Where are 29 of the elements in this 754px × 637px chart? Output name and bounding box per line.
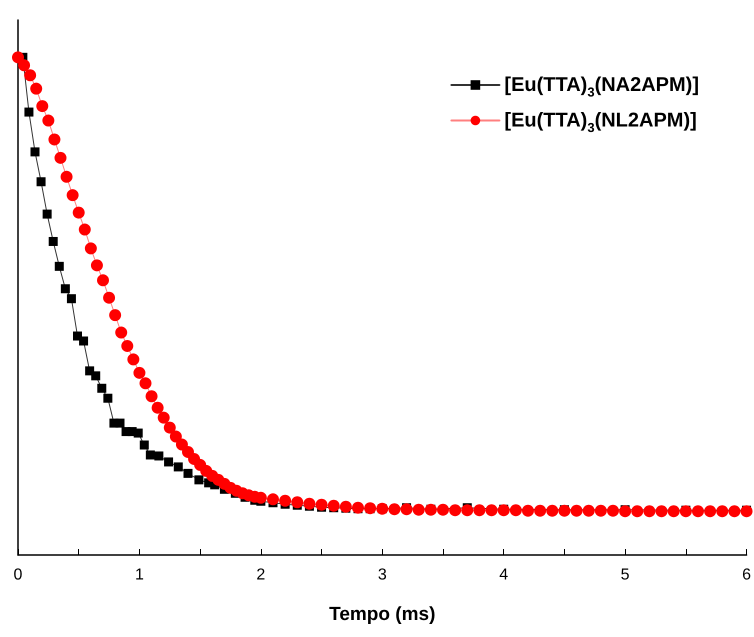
point — [194, 475, 204, 484]
point — [146, 450, 155, 460]
point — [115, 418, 124, 428]
point — [154, 451, 164, 460]
x-tick-label: 6 — [742, 566, 752, 584]
x-tick-label: 3 — [378, 566, 387, 584]
point — [66, 294, 76, 304]
point — [140, 440, 149, 450]
point — [174, 462, 183, 472]
x-tick-label: 0 — [14, 566, 23, 584]
point — [54, 262, 64, 271]
point — [79, 336, 88, 346]
point — [30, 147, 40, 156]
point — [48, 236, 58, 246]
point — [24, 108, 34, 117]
point — [183, 468, 192, 478]
x-tick-label: 5 — [620, 566, 630, 584]
x-tick-label: 2 — [256, 566, 266, 584]
point — [42, 210, 52, 219]
point — [97, 384, 106, 393]
point — [103, 394, 112, 403]
x-tick-label: 4 — [499, 566, 508, 584]
point — [134, 428, 143, 438]
point — [164, 457, 174, 466]
point — [60, 284, 70, 294]
x-axis-title: Tempo (ms) — [329, 604, 436, 625]
point — [36, 177, 46, 186]
point — [91, 371, 100, 380]
x-tick-label: 1 — [134, 566, 144, 584]
